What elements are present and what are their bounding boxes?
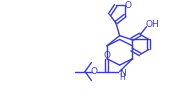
Text: O: O xyxy=(90,67,97,76)
Text: N: N xyxy=(119,69,126,78)
Text: H: H xyxy=(120,73,125,82)
Text: O: O xyxy=(125,1,132,10)
Text: OH: OH xyxy=(146,20,159,29)
Text: O: O xyxy=(103,51,110,60)
